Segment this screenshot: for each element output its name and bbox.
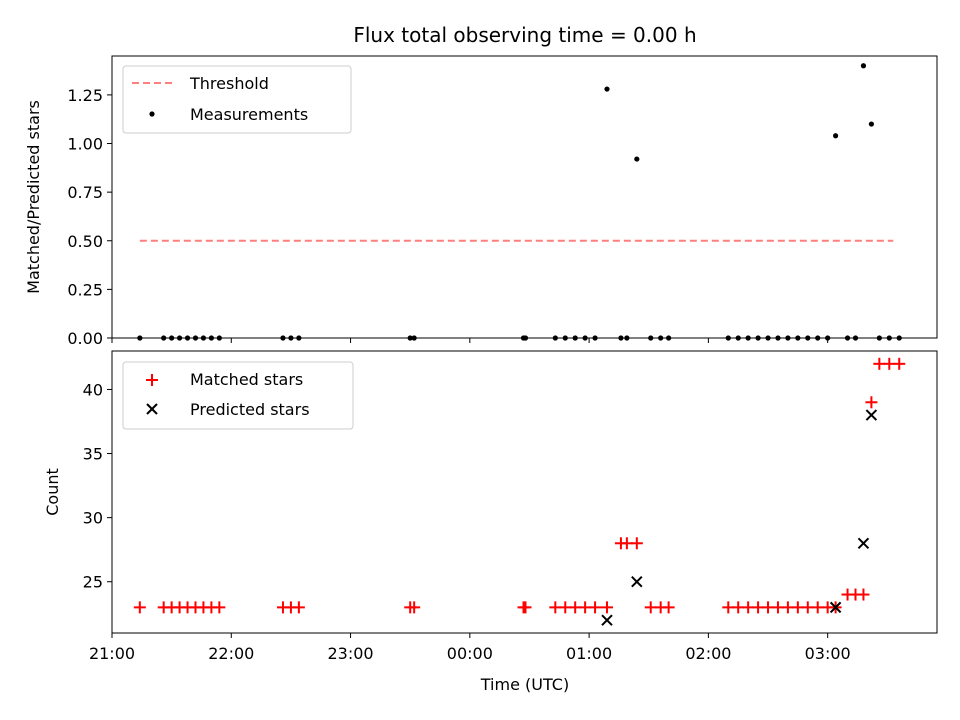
- predicted-star-point: [865, 409, 878, 421]
- bottom-x-axis: 21:00 22:00 23:00 00:00 01:00 02:00 03:00: [89, 633, 851, 663]
- legend-matched-swatch: [146, 374, 158, 386]
- top-y-axis: 0.00 0.25 0.50 0.75 1.00 1.25: [67, 86, 112, 348]
- y-tick-label: 0.50: [67, 232, 103, 251]
- predicted-star-point: [601, 614, 613, 626]
- legend-matched-label: Matched stars: [190, 370, 303, 389]
- x-tick-label: 22:00: [208, 644, 254, 663]
- matched-star-point: [601, 601, 613, 614]
- bottom-legend-box: [122, 361, 354, 430]
- bottom-panel: 25 30 35 40 21:00 22:00 23:00 00:00 01:00 02:00 0…: [43, 350, 938, 694]
- measurement-point: [833, 133, 839, 139]
- matched-star-point: [630, 537, 643, 550]
- bottom-y-axis: 25 30 35 40: [83, 380, 112, 592]
- x-tick-label: 00:00: [447, 644, 493, 663]
- legend-measurements-label: Measurements: [190, 105, 308, 124]
- top-x-ticks: [111, 338, 829, 343]
- bottom-y-axis-label: Count: [43, 468, 62, 516]
- legend-measurements-swatch: [149, 111, 155, 117]
- bottom-legend: Matched stars Predicted stars: [122, 361, 354, 430]
- y-tick-label: 1.00: [67, 135, 103, 154]
- matched-star-point: [292, 601, 305, 614]
- legend-threshold-label: Threshold: [189, 74, 269, 93]
- x-tick-label: 23:00: [327, 644, 373, 663]
- matched-star-point: [408, 601, 421, 614]
- measurement-point: [634, 156, 640, 162]
- top-axes-frame: [111, 55, 938, 339]
- x-tick-label: 03:00: [805, 644, 851, 663]
- matched-star-point: [133, 601, 146, 614]
- measurement-point: [868, 121, 874, 127]
- matched-star-point: [893, 357, 906, 370]
- matched-star-point: [589, 601, 602, 614]
- y-tick-label: 0.25: [67, 280, 103, 299]
- y-tick-label: 40: [83, 380, 103, 399]
- x-tick-label: 02:00: [685, 644, 731, 663]
- bottom-x-axis-label: Time (UTC): [480, 675, 569, 694]
- matched-star-point: [519, 601, 532, 614]
- matched-star-point: [865, 396, 878, 409]
- bottom-plot-area: [133, 357, 906, 626]
- y-tick-label: 0.00: [67, 329, 103, 348]
- y-tick-label: 1.25: [67, 86, 103, 105]
- matched-star-point: [662, 601, 675, 614]
- bottom-axes-frame: [111, 350, 938, 634]
- predicted-star-point: [857, 537, 870, 549]
- chart-title: Flux total observing time = 0.00 h: [353, 23, 696, 47]
- matched-star-point: [213, 601, 226, 614]
- measurement-point: [604, 86, 610, 92]
- legend-predicted-label: Predicted stars: [190, 400, 310, 419]
- x-tick-label: 01:00: [566, 644, 612, 663]
- top-y-axis-label: Matched/Predicted stars: [24, 100, 43, 294]
- y-tick-label: 25: [83, 573, 103, 592]
- top-legend-box: [122, 65, 352, 134]
- measurement-point: [860, 63, 867, 69]
- x-tick-label: 21:00: [89, 644, 135, 663]
- legend-predicted-swatch: [146, 403, 158, 415]
- top-legend: Threshold Measurements: [122, 65, 352, 134]
- y-tick-label: 0.75: [67, 183, 103, 202]
- matched-star-point: [857, 588, 870, 601]
- top-panel: 0.00 0.25 0.50 0.75 1.00 1.25 Matched/Predict…: [24, 55, 938, 348]
- predicted-star-point: [829, 601, 842, 614]
- y-tick-label: 35: [83, 445, 103, 464]
- predicted-star-point: [631, 576, 643, 588]
- y-tick-label: 30: [83, 509, 103, 528]
